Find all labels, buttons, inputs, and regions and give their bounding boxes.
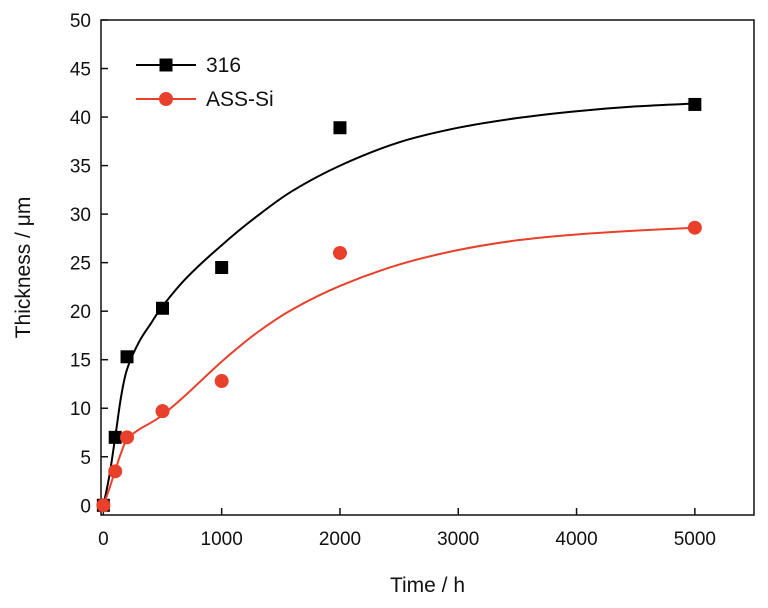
x-tick-label: 2000 — [319, 529, 361, 550]
y-tick-label: 0 — [80, 496, 91, 517]
legend-marker — [159, 92, 173, 106]
legend: 316 ASS-Si — [136, 54, 274, 111]
y-axis-label: Thickness / μm — [12, 197, 35, 339]
x-tick-label: 3000 — [437, 529, 479, 550]
legend-label: 316 — [206, 54, 241, 77]
x-tick-label: 0 — [98, 529, 109, 550]
y-tick-label: 15 — [70, 351, 91, 372]
series-0-point — [688, 97, 702, 111]
y-tick-label: 35 — [70, 157, 91, 178]
x-axis-label: Time / h — [390, 574, 465, 597]
series-0-point — [120, 350, 134, 364]
series-0-point — [333, 121, 347, 135]
plot-frame — [100, 19, 755, 516]
y-tick-label: 25 — [70, 254, 91, 275]
x-tick-label: 5000 — [674, 529, 716, 550]
series-1-point — [108, 464, 123, 479]
series-1-point — [214, 374, 229, 389]
x-axis: 0 1000 2000 3000 4000 5000 — [98, 508, 716, 550]
y-tick-label: 10 — [70, 399, 91, 420]
y-tick-label: 20 — [70, 302, 91, 323]
y-tick-label: 30 — [70, 205, 91, 226]
y-tick-label: 45 — [70, 60, 91, 81]
series-1-point — [155, 404, 170, 419]
series-0-point — [108, 430, 122, 444]
series-1-point — [120, 430, 135, 445]
series-0-point — [156, 301, 170, 315]
series-1-point — [332, 245, 347, 260]
fit-curves — [102, 102, 695, 506]
series-1-fit-line — [102, 226, 695, 506]
data-points — [96, 97, 702, 513]
x-tick-label: 4000 — [555, 529, 597, 550]
series-0-fit-line — [102, 102, 695, 506]
series-1-point — [96, 498, 111, 513]
y-tick-label: 50 — [70, 11, 91, 32]
x-tick-label: 1000 — [201, 529, 243, 550]
y-tick-label: 40 — [70, 108, 91, 129]
legend-marker — [159, 58, 173, 72]
legend-label: ASS-Si — [206, 88, 274, 111]
series-0-point — [215, 261, 229, 274]
y-axis: 0 5 10 15 20 25 30 35 40 45 50 — [70, 11, 108, 517]
series-1-point — [687, 220, 702, 235]
y-tick-label: 5 — [80, 448, 91, 469]
